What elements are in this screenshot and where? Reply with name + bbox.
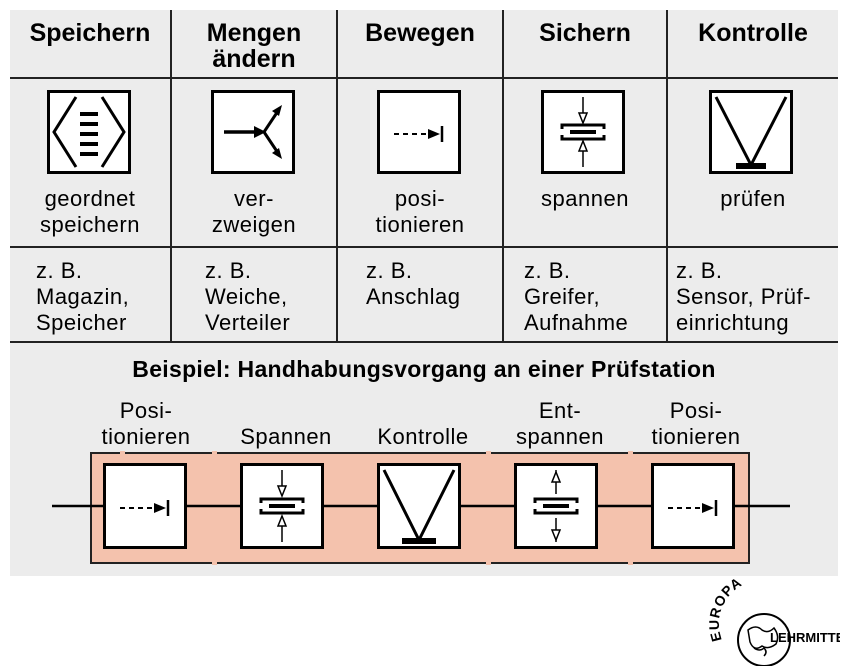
row-divider <box>10 246 838 248</box>
example-bewegen: z. B. Anschlag <box>366 258 461 309</box>
column-heading-sichern: Sichern <box>539 19 631 47</box>
frame-gap <box>486 561 491 565</box>
column-divider <box>170 10 172 342</box>
unclamp-symbol <box>514 463 598 549</box>
position-symbol <box>103 463 187 549</box>
example-speichern: z. B. Magazin, Speicher <box>36 258 130 335</box>
frame-gap <box>212 451 217 455</box>
caption-kontrolle: prüfen <box>720 186 786 211</box>
column-divider <box>502 10 504 342</box>
store-symbol <box>47 90 131 174</box>
branch-symbol <box>211 90 295 174</box>
caption-bewegen: posi- tionieren <box>375 186 465 237</box>
caption-speichern: geordnet speichern <box>40 186 140 237</box>
step-label: Spannen <box>240 424 332 449</box>
step-label: Ent- spannen <box>516 398 604 449</box>
example-sichern: z. B. Greifer, Aufnahme <box>524 258 629 335</box>
caption-mengen: ver- zweigen <box>211 186 297 237</box>
clamp-symbol <box>240 463 324 549</box>
column-heading-mengen: Mengen ändern <box>206 19 302 73</box>
column-divider <box>666 10 668 342</box>
europa-lehrmittel-logo: EUROPA LEHRMITTEL <box>708 578 840 666</box>
position-symbol <box>651 463 735 549</box>
column-heading-kontrolle: Kontrolle <box>698 19 808 47</box>
example-kontrolle: z. B. Sensor, Prüf- einrichtung <box>676 258 811 335</box>
clamp-symbol <box>541 90 625 174</box>
column-heading-speichern: Speichern <box>29 19 151 47</box>
step-label: Kontrolle <box>377 424 469 449</box>
example-title: Beispiel: Handhabungsvorgang an einer Pr… <box>132 356 716 382</box>
column-heading-bewegen: Bewegen <box>365 19 475 47</box>
frame-gap <box>628 561 633 565</box>
frame-gap <box>120 451 125 455</box>
step-label: Posi- tionieren <box>101 398 191 449</box>
logo-bottom-text: LEHRMITTEL <box>770 630 840 645</box>
caption-sichern: spannen <box>541 186 629 211</box>
check-symbol <box>377 463 461 549</box>
check-symbol <box>709 90 793 174</box>
column-divider <box>336 10 338 342</box>
example-mengen: z. B. Weiche, Verteiler <box>205 258 291 335</box>
row-divider <box>10 77 838 79</box>
frame-gap <box>212 561 217 565</box>
frame-gap <box>628 451 633 455</box>
step-label: Posi- tionieren <box>651 398 741 449</box>
row-divider <box>10 341 838 343</box>
frame-gap <box>486 451 491 455</box>
position-symbol <box>377 90 461 174</box>
